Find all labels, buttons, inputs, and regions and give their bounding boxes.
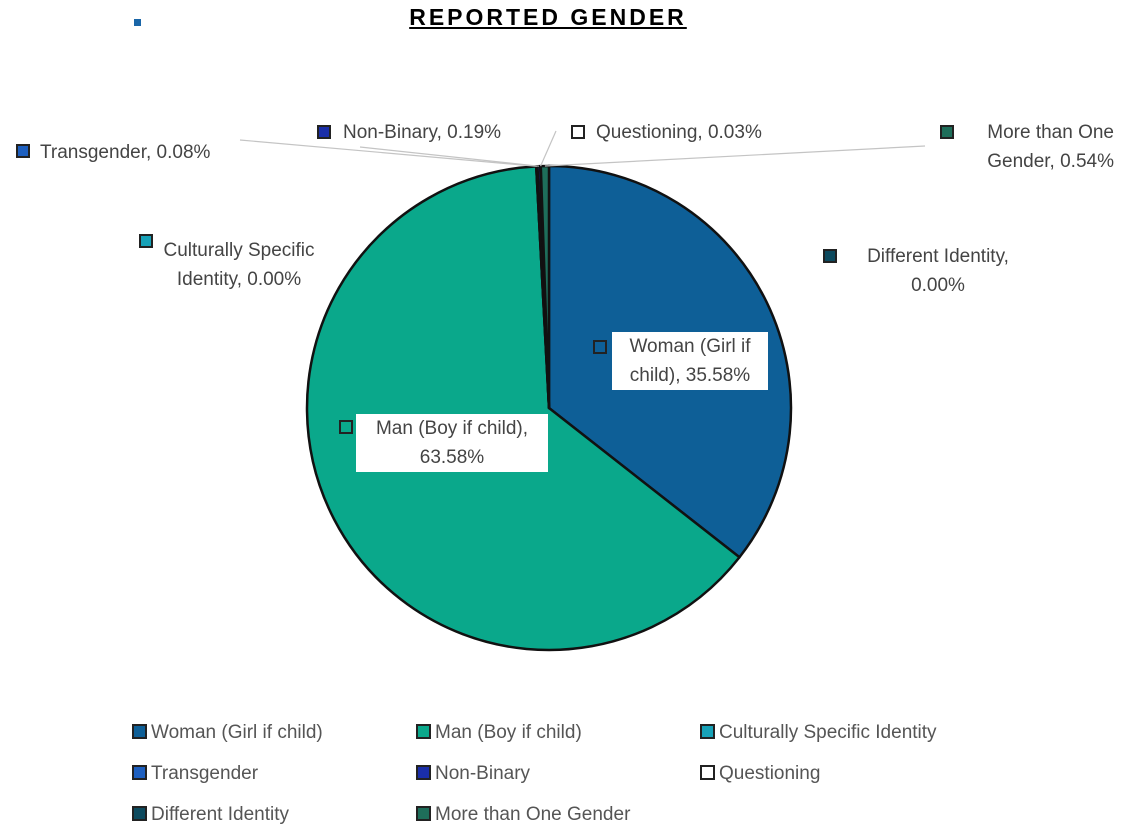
legend-swatch (132, 724, 147, 739)
label-marker (139, 234, 153, 248)
legend-label: Different Identity (151, 804, 290, 825)
data-label: Woman (Girl if child), 35.58% (612, 332, 768, 390)
legend-swatch (132, 765, 147, 780)
legend-label: Man (Boy if child) (435, 722, 582, 743)
legend-swatch (416, 806, 431, 821)
label-marker (339, 420, 353, 434)
leader-line (239, 139, 537, 167)
legend-swatch (416, 724, 431, 739)
label-marker (571, 125, 585, 139)
legend-label: Woman (Girl if child) (151, 722, 323, 743)
leader-line (359, 146, 539, 167)
legend-item: More than One Gender (416, 804, 630, 826)
legend-item: Woman (Girl if child) (132, 722, 323, 744)
legend-label: Questioning (719, 763, 821, 784)
data-label: Questioning, 0.03% (596, 122, 762, 143)
data-label: Transgender, 0.08% (40, 142, 211, 163)
data-label: Non-Binary, 0.19% (343, 122, 502, 143)
label-marker (16, 144, 30, 158)
legend-item: Culturally Specific Identity (700, 722, 937, 744)
label-marker (823, 249, 837, 263)
legend-item: Non-Binary (416, 763, 530, 785)
legend-label: Non-Binary (435, 763, 531, 784)
data-label: More than One Gender, 0.54% (987, 122, 1114, 172)
label-marker (940, 125, 954, 139)
legend-label: Transgender (151, 763, 259, 784)
legend-swatch (416, 765, 431, 780)
pie-slice (305, 165, 741, 652)
chart-title: REPORTED GENDER (409, 4, 687, 30)
data-label: Man (Boy if child), 63.58% (356, 414, 548, 472)
data-label: Different Identity, 0.00% (867, 246, 1009, 296)
legend-item: Different Identity (132, 804, 289, 826)
legend-fragment (134, 19, 141, 26)
legend-label: Culturally Specific Identity (719, 722, 937, 743)
legend-label: More than One Gender (435, 804, 631, 825)
leader-line (540, 130, 557, 167)
legend-item: Questioning (700, 763, 820, 785)
legend-swatch (700, 724, 715, 739)
data-label: Culturally Specific Identity, 0.00% (163, 240, 315, 290)
label-marker (593, 340, 607, 354)
legend-item: Transgender (132, 763, 258, 785)
legend-swatch (700, 765, 715, 780)
legend-item: Man (Boy if child) (416, 722, 582, 744)
leader-line (544, 145, 926, 167)
label-marker (317, 125, 331, 139)
legend-swatch (132, 806, 147, 821)
